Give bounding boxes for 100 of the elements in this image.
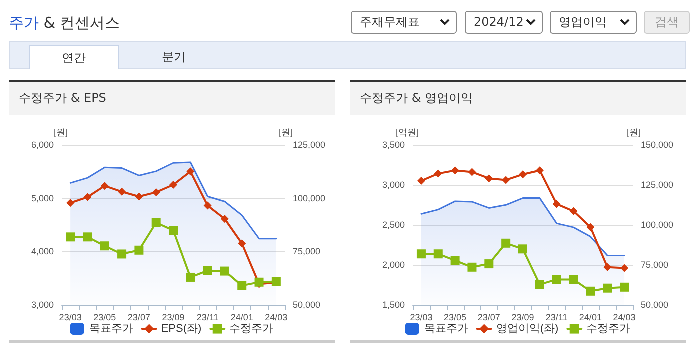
- x-tick-label: 23/05: [444, 312, 467, 322]
- x-tick-label: 24/03: [265, 312, 288, 322]
- point: [66, 199, 75, 208]
- chart-title: 수정주가 & EPS: [9, 82, 335, 115]
- point: [254, 278, 264, 287]
- x-tick-label: 24/03: [613, 312, 636, 322]
- point: [502, 176, 510, 184]
- point: [552, 275, 562, 284]
- y-tick-label: 3,500: [382, 140, 405, 150]
- point: [570, 207, 578, 216]
- y2-axis-title: [원]: [279, 128, 294, 138]
- chart-title: 수정주가 & 영업이익: [350, 82, 686, 115]
- y2-axis-title: [원]: [627, 128, 642, 138]
- point: [468, 262, 477, 272]
- text: 영업이익: [559, 15, 607, 29]
- y-axis-title: [원]: [54, 128, 68, 138]
- y-tick-label: 4,000: [31, 246, 54, 257]
- point: [118, 188, 126, 196]
- y2-tick-label: 75,000: [641, 260, 669, 270]
- point: [519, 170, 527, 179]
- point: [220, 266, 230, 276]
- point: [586, 286, 596, 296]
- point: [186, 272, 196, 282]
- y-tick-label: 5,000: [31, 193, 54, 204]
- y2-tick-label: 150,000: [641, 140, 674, 150]
- point: [434, 170, 442, 178]
- point: [204, 202, 212, 210]
- point: [536, 166, 544, 175]
- point: [169, 226, 178, 236]
- x-tick-label: 23/05: [94, 312, 116, 322]
- point: [186, 168, 195, 176]
- y2-tick-label: 125,000: [293, 140, 326, 150]
- y2-tick-label: 75,000: [293, 246, 321, 257]
- y-axis-title: [억원]: [396, 128, 419, 138]
- x-tick-label: 23/11: [546, 312, 568, 322]
- point: [451, 166, 460, 175]
- x-tick-label: 23/07: [128, 312, 150, 322]
- point: [620, 282, 630, 292]
- y-tick-label: 6,000: [31, 140, 54, 150]
- point: [100, 182, 109, 190]
- point: [238, 281, 247, 290]
- y-tick-label: 3,000: [382, 180, 405, 190]
- point: [603, 284, 612, 293]
- legend-label: 영업이익(좌): [496, 323, 559, 335]
- point: [152, 218, 161, 228]
- x-tick-label: 23/11: [196, 312, 219, 322]
- point: [502, 238, 511, 248]
- x-tick-label: 24/01: [579, 312, 602, 322]
- y2-tick-label: 125,000: [641, 180, 674, 190]
- x-tick-label: 23/03: [410, 312, 433, 322]
- y-tick-label: 2,000: [382, 260, 405, 270]
- point: [485, 174, 494, 183]
- y2-tick-label: 100,000: [293, 193, 326, 204]
- x-tick-label: 24/01: [230, 312, 254, 322]
- text: 2024/12: [474, 15, 524, 29]
- y2-tick-label: 50,000: [641, 300, 669, 310]
- x-tick-label: 23/09: [162, 312, 185, 322]
- legend-label: 수정주가: [586, 323, 631, 335]
- point: [518, 244, 528, 254]
- point: [569, 275, 578, 284]
- point: [417, 177, 426, 185]
- text: 검색: [644, 11, 690, 34]
- point: [134, 246, 144, 255]
- point: [552, 200, 561, 208]
- y2-tick-label: 100,000: [641, 220, 674, 230]
- y-tick-label: 2,500: [382, 220, 405, 230]
- point: [535, 280, 544, 290]
- point: [238, 240, 246, 248]
- point: [84, 193, 92, 202]
- point: [450, 256, 460, 266]
- legend-label: 목표주가: [424, 323, 468, 335]
- point: [203, 266, 212, 276]
- x-tick-label: 23/07: [478, 312, 500, 322]
- text: 주가 & 컨센서스: [9, 14, 120, 32]
- point: [220, 215, 229, 224]
- point: [620, 264, 629, 272]
- y-tick-label: 1,500: [382, 300, 405, 310]
- point: [416, 250, 426, 259]
- text: 연간: [29, 45, 119, 69]
- x-tick-label: 23/09: [512, 312, 534, 322]
- point: [83, 232, 92, 242]
- point: [170, 181, 178, 189]
- point: [484, 260, 494, 269]
- point: [118, 250, 127, 259]
- y-tick-label: 3,000: [31, 300, 54, 310]
- point: [586, 223, 595, 232]
- legend-label: 목표주가: [89, 323, 134, 335]
- point: [135, 192, 144, 201]
- point: [604, 263, 612, 272]
- text: 주재무제표: [360, 15, 420, 29]
- legend-label: EPS(좌): [161, 323, 202, 335]
- point: [434, 250, 443, 259]
- point: [66, 232, 76, 242]
- point: [100, 242, 110, 251]
- legend-label: 수정주가: [230, 323, 274, 335]
- point: [468, 168, 476, 176]
- text: 분기: [161, 49, 187, 66]
- point: [152, 188, 160, 196]
- x-tick-label: 23/03: [59, 312, 82, 322]
- y2-tick-label: 50,000: [293, 300, 321, 310]
